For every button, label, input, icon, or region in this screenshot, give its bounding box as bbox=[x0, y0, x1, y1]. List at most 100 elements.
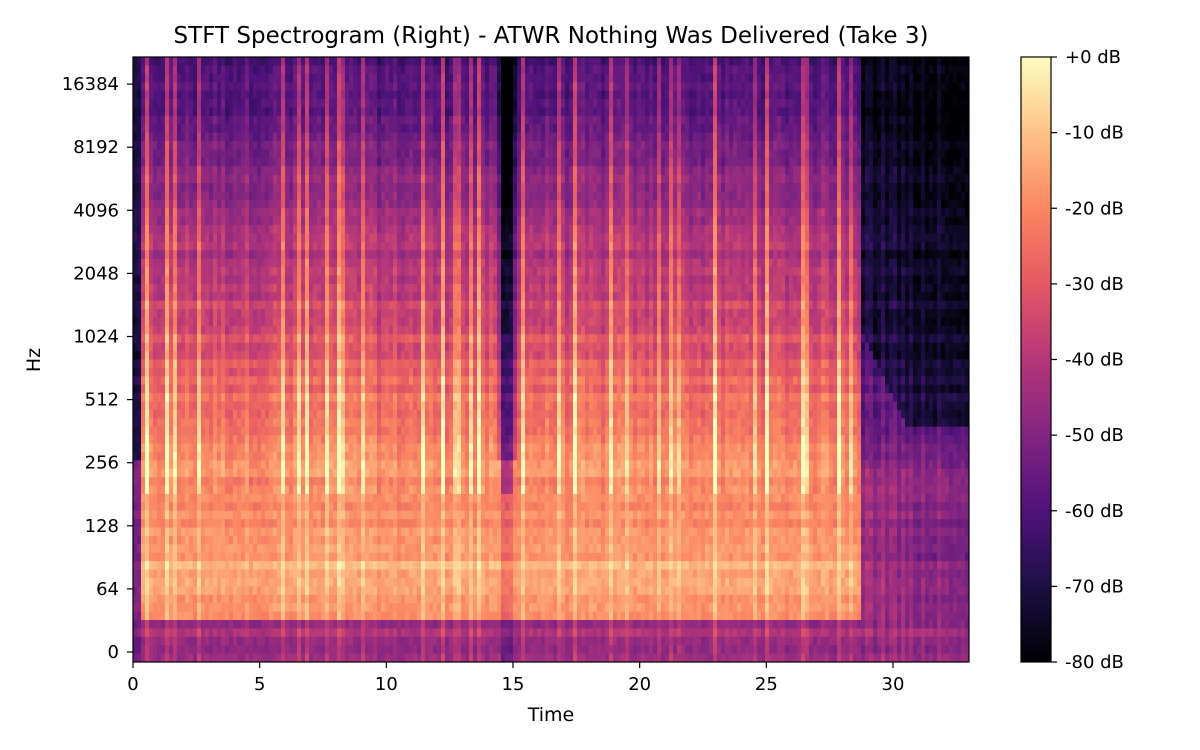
spectrogram-cell bbox=[345, 577, 350, 587]
spectrogram-cell bbox=[385, 191, 390, 201]
spectrogram-cell bbox=[141, 653, 146, 662]
spectrogram-cell bbox=[269, 241, 274, 251]
spectrogram-cell bbox=[229, 485, 234, 495]
spectrogram-cell bbox=[233, 325, 238, 335]
spectrogram-cell bbox=[297, 645, 302, 655]
spectrogram-cell bbox=[241, 409, 246, 419]
spectrogram-cell bbox=[145, 334, 150, 344]
spectrogram-cell bbox=[309, 292, 314, 302]
spectrogram-cell bbox=[301, 132, 306, 142]
spectrogram-cell bbox=[293, 527, 298, 537]
spectrogram-cell bbox=[289, 250, 294, 260]
spectrogram-cell bbox=[213, 115, 218, 125]
spectrogram-cell bbox=[329, 384, 334, 394]
spectrogram-cell bbox=[269, 485, 274, 495]
spectrogram-cell bbox=[169, 141, 174, 151]
spectrogram-cell bbox=[221, 82, 226, 92]
spectrogram-cell bbox=[333, 376, 338, 386]
spectrogram-cell bbox=[285, 510, 290, 520]
spectrogram-cell bbox=[237, 653, 242, 662]
spectrogram-cell bbox=[281, 502, 286, 512]
spectrogram-cell bbox=[193, 569, 198, 579]
spectrogram-cell bbox=[149, 309, 154, 319]
spectrogram-cell bbox=[269, 611, 274, 621]
spectrogram-cell bbox=[153, 225, 158, 235]
spectrogram-cell bbox=[325, 292, 330, 302]
spectrogram-cell bbox=[161, 258, 166, 268]
spectrogram-cell bbox=[261, 653, 266, 662]
spectrogram-cell bbox=[137, 544, 142, 554]
spectrogram-cell bbox=[393, 359, 398, 369]
spectrogram-cell bbox=[377, 241, 382, 251]
spectrogram-cell bbox=[185, 258, 190, 268]
spectrogram-cell bbox=[313, 451, 318, 461]
spectrogram-cell bbox=[381, 208, 386, 218]
spectrogram-cell bbox=[353, 317, 358, 327]
spectrogram-cell bbox=[165, 283, 170, 293]
spectrogram-cell bbox=[261, 577, 266, 587]
spectrogram-cell bbox=[397, 250, 402, 260]
spectrogram-cell bbox=[405, 519, 410, 529]
spectrogram-cell bbox=[185, 636, 190, 646]
spectrogram-cell bbox=[177, 191, 182, 201]
spectrogram-cell bbox=[201, 535, 206, 545]
spectrogram-cell bbox=[245, 477, 250, 487]
spectrogram-cell bbox=[285, 82, 290, 92]
spectrogram-cell bbox=[145, 401, 150, 411]
spectrogram-cell bbox=[189, 359, 194, 369]
spectrogram-cell bbox=[169, 334, 174, 344]
spectrogram-cell bbox=[149, 460, 154, 470]
spectrogram-cell bbox=[137, 594, 142, 604]
spectrogram-cell bbox=[385, 57, 390, 66]
spectrogram-cell bbox=[301, 384, 306, 394]
spectrogram-cell bbox=[349, 577, 354, 587]
spectrogram-cell bbox=[141, 552, 146, 562]
spectrogram-cell bbox=[257, 435, 262, 445]
spectrogram-cell bbox=[157, 561, 162, 571]
spectrogram-cell bbox=[161, 241, 166, 251]
spectrogram-cell bbox=[185, 115, 190, 125]
spectrogram-cell bbox=[301, 611, 306, 621]
spectrogram-cell bbox=[269, 73, 274, 83]
spectrogram-cell bbox=[309, 594, 314, 604]
spectrogram-cell bbox=[153, 250, 158, 260]
spectrogram-cell bbox=[177, 267, 182, 277]
spectrogram-cell bbox=[205, 460, 210, 470]
spectrogram-cell bbox=[309, 502, 314, 512]
spectrogram-cell bbox=[185, 409, 190, 419]
spectrogram-cell bbox=[341, 342, 346, 352]
spectrogram-cell bbox=[225, 569, 230, 579]
spectrogram-cell bbox=[265, 57, 270, 66]
spectrogram-cell bbox=[365, 485, 370, 495]
spectrogram-cell bbox=[237, 292, 242, 302]
spectrogram-cell bbox=[137, 426, 142, 436]
spectrogram-cell bbox=[349, 124, 354, 134]
spectrogram-cell bbox=[389, 653, 394, 662]
spectrogram-cell bbox=[161, 267, 166, 277]
spectrogram-cell bbox=[269, 586, 274, 596]
spectrogram-cell bbox=[369, 435, 374, 445]
spectrogram-cell bbox=[173, 57, 178, 66]
spectrogram-cell bbox=[213, 283, 218, 293]
spectrogram-cell bbox=[321, 124, 326, 134]
spectrogram-cell bbox=[297, 418, 302, 428]
spectrogram-cell bbox=[329, 334, 334, 344]
spectrogram-cell bbox=[253, 552, 258, 562]
spectrogram-cell bbox=[141, 351, 146, 361]
spectrogram-cell bbox=[201, 519, 206, 529]
spectrogram-cell bbox=[281, 367, 286, 377]
spectrogram-cell bbox=[229, 603, 234, 613]
spectrogram-cell bbox=[301, 418, 306, 428]
spectrogram-cell bbox=[317, 393, 322, 403]
spectrogram-cell bbox=[213, 552, 218, 562]
spectrogram-cell bbox=[341, 82, 346, 92]
spectrogram-cell bbox=[365, 149, 370, 159]
spectrogram-cell bbox=[321, 527, 326, 537]
spectrogram-cell bbox=[369, 241, 374, 251]
spectrogram-cell bbox=[209, 191, 214, 201]
spectrogram-cell bbox=[381, 468, 386, 478]
spectrogram-cell bbox=[301, 275, 306, 285]
spectrogram-cell bbox=[281, 225, 286, 235]
spectrogram-cell bbox=[333, 519, 338, 529]
spectrogram-cell bbox=[353, 174, 358, 184]
